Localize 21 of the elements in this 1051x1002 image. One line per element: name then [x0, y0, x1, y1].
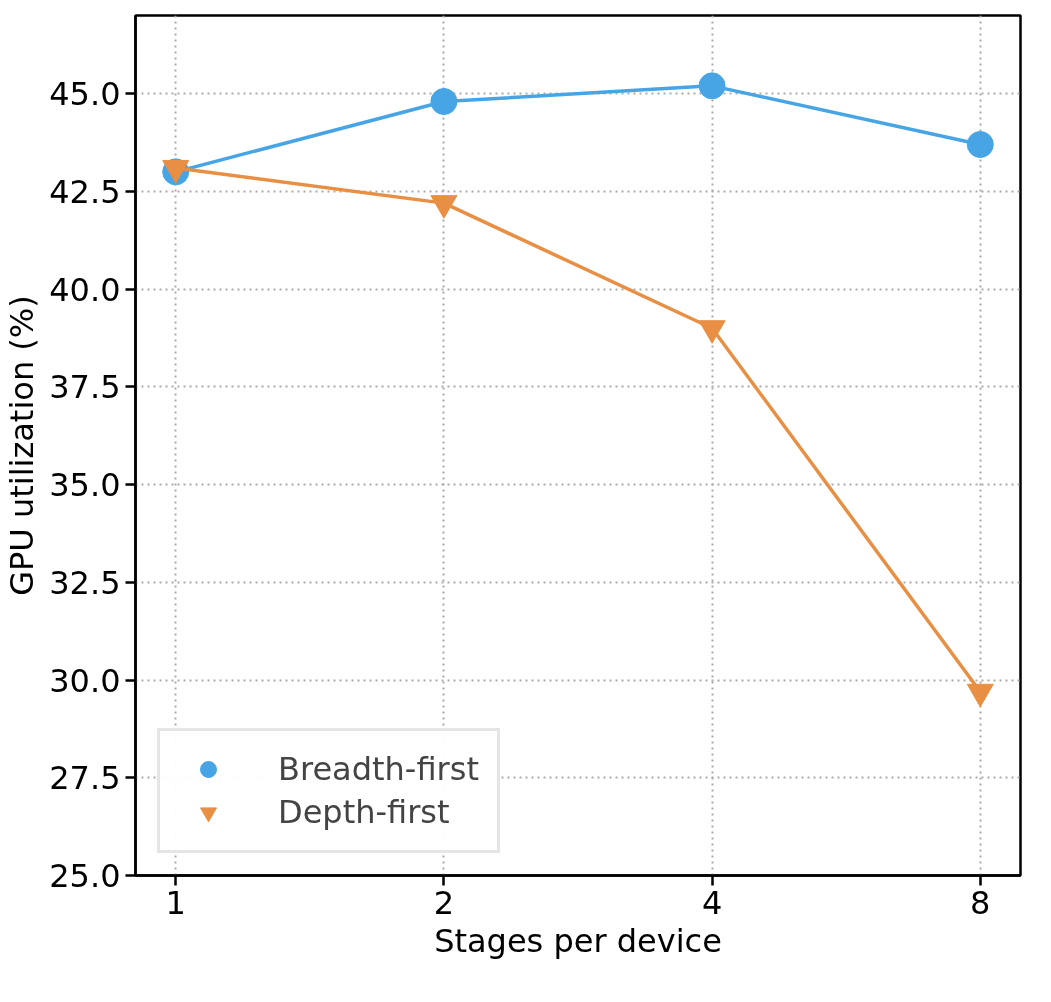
x-tick-label: 8: [970, 883, 991, 922]
y-tick-label: 27.5: [49, 759, 121, 798]
point: [966, 131, 994, 158]
point: [966, 683, 994, 708]
y-tick-label: 40.0: [49, 270, 121, 309]
legend-label: Breadth-first: [278, 750, 479, 788]
x-tick-label: 2: [433, 883, 455, 922]
x-tick-label: 4: [701, 883, 723, 922]
y-tick-label: 42.5: [49, 172, 121, 211]
y-tick-label: 32.5: [49, 563, 121, 602]
x-axis-title: Stages per device: [434, 921, 722, 960]
y-tick-label: 45.0: [49, 75, 121, 114]
y-tick-label: 37.5: [49, 368, 121, 407]
legend-label: Depth-first: [278, 793, 450, 831]
x-tick-label: 1: [165, 883, 186, 922]
y-axis-title: GPU utilization (%): [3, 295, 42, 596]
point: [698, 72, 726, 100]
point: [430, 88, 458, 115]
y-tick-label: 35.0: [49, 466, 121, 505]
y-tick-label: 30.0: [49, 661, 121, 700]
y-tick-label: 25.0: [49, 857, 121, 895]
